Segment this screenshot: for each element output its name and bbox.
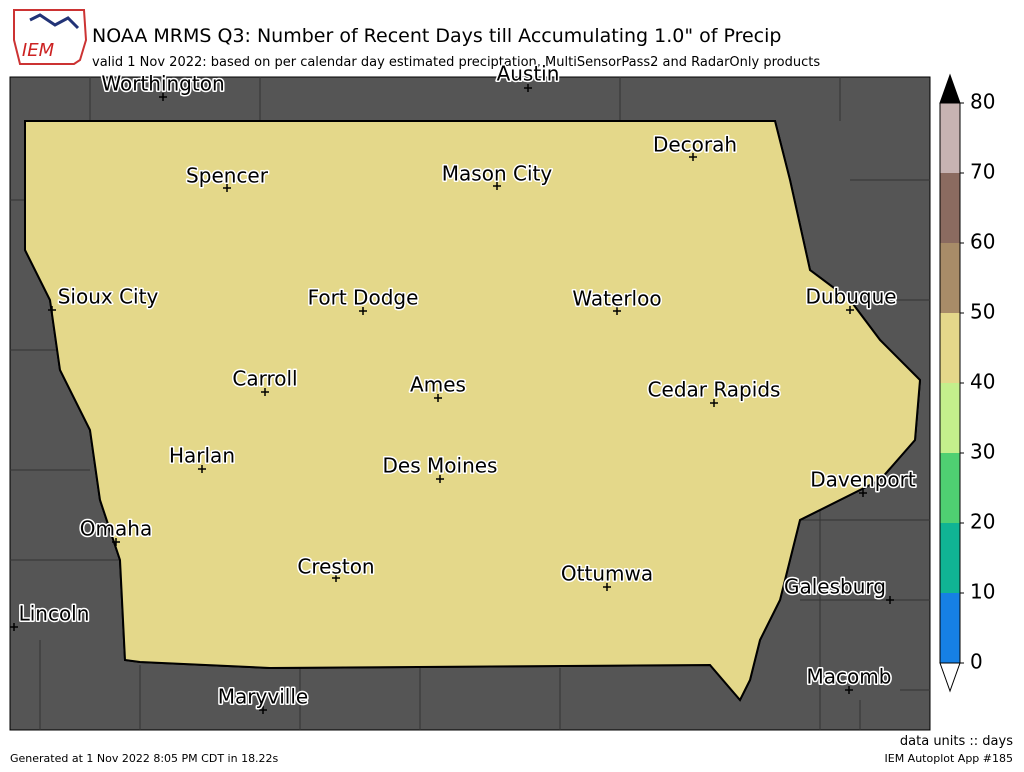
city-label: Spencer xyxy=(186,164,269,188)
city-marker xyxy=(198,465,206,473)
city-label: Waterloo xyxy=(572,287,661,311)
city-label: Fort Dodge xyxy=(308,286,419,310)
city-label: Creston xyxy=(297,555,374,579)
city-label: Davenport xyxy=(810,468,916,492)
city-marker xyxy=(493,182,501,190)
city-label: Omaha xyxy=(80,517,152,541)
city-marker xyxy=(436,475,444,483)
colorbar-bin xyxy=(940,313,960,383)
city-label: Carroll xyxy=(232,367,297,391)
cities: Worthington Austin Decorah Spencer Mason Cit… xyxy=(10,60,917,714)
colorbar-tick-label: 40 xyxy=(970,370,995,394)
city-label: Des Moines xyxy=(383,454,498,478)
city-marker xyxy=(710,399,718,407)
colorbar-tick-label: 80 xyxy=(970,90,995,114)
colorbar-bin xyxy=(940,383,960,453)
colorbar: 0 10 20 30 40 50 60 70 80 xyxy=(939,73,995,693)
city-marker xyxy=(332,574,340,582)
city-marker xyxy=(886,596,894,604)
county-lines xyxy=(10,77,930,730)
city-label: Worthington xyxy=(101,72,224,96)
city-label: Cedar Rapids xyxy=(648,378,781,402)
city-marker xyxy=(613,307,621,315)
city-marker xyxy=(524,84,532,92)
city-label: Maryville xyxy=(218,685,308,709)
city-marker xyxy=(112,538,120,546)
city-marker xyxy=(603,583,611,591)
colorbar-under xyxy=(939,662,961,693)
city-label: Lincoln xyxy=(19,602,90,626)
colorbar-tick-label: 0 xyxy=(970,650,983,674)
units: data units :: days xyxy=(900,734,1013,749)
city-marker xyxy=(259,706,267,714)
city-marker xyxy=(48,306,56,314)
colorbar-tick-label: 10 xyxy=(970,580,995,604)
title: NOAA MRMS Q3: Number of Recent Days till… xyxy=(92,25,781,47)
city-label: Macomb xyxy=(807,665,892,689)
city-label: Galesburg xyxy=(784,575,886,599)
colorbar-bin xyxy=(940,103,960,173)
colorbar-bin xyxy=(940,593,960,663)
colorbar-bin xyxy=(940,523,960,593)
colorbar-tick-label: 50 xyxy=(970,300,995,324)
subtitle: valid 1 Nov 2022: based on per calendar … xyxy=(92,55,820,70)
city-marker xyxy=(261,388,269,396)
city-marker xyxy=(159,93,167,101)
city-marker xyxy=(859,489,867,497)
logo-text: IEM xyxy=(22,40,55,61)
city-label: Dubuque xyxy=(805,285,896,309)
city-marker xyxy=(846,306,854,314)
city-label: Austin xyxy=(497,62,560,86)
map: Worthington Austin Decorah Spencer Mason Cit… xyxy=(9,60,931,731)
city-label: Harlan xyxy=(169,444,235,468)
colorbar-bin xyxy=(940,453,960,523)
city-label: Sioux City xyxy=(58,285,159,309)
city-label: Ames xyxy=(410,373,466,397)
colorbar-tick-label: 60 xyxy=(970,230,995,254)
colorbar-over xyxy=(939,73,961,104)
generated: Generated at 1 Nov 2022 8:05 PM CDT in 1… xyxy=(10,752,279,765)
city-marker xyxy=(845,686,853,694)
city-marker xyxy=(359,307,367,315)
city-label: Ottumwa xyxy=(561,562,653,586)
city-marker xyxy=(223,184,231,192)
city-marker xyxy=(689,153,697,161)
city-marker xyxy=(10,623,18,631)
colorbar-bin xyxy=(940,243,960,313)
app-label: IEM Autoplot App #185 xyxy=(885,752,1014,765)
city-label: Decorah xyxy=(653,133,737,157)
logo: IEM xyxy=(13,9,88,65)
colorbar-tick-label: 70 xyxy=(970,160,995,184)
city-label: Mason City xyxy=(442,162,553,186)
colorbar-tick-label: 30 xyxy=(970,440,995,464)
city-marker xyxy=(434,394,442,402)
colorbar-bin xyxy=(940,173,960,243)
colorbar-tick-label: 20 xyxy=(970,510,995,534)
